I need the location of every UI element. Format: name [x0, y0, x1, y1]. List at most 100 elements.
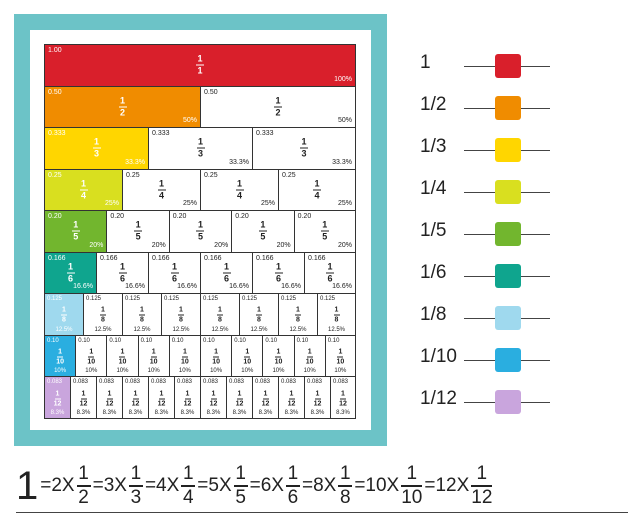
unit-fraction: 1 12 [149, 390, 174, 407]
equation-numerator: 1 [476, 463, 488, 484]
fraction-cell-1-12: 0.083 1 12 8.3% [122, 376, 149, 419]
percent-label: 10% [85, 368, 98, 375]
fraction-denominator: 10 [243, 358, 252, 366]
fraction-cell-1-8: 0.125 1 8 12.5% [239, 293, 279, 336]
decimal-label: 0.20 [48, 213, 62, 221]
fraction-cell-1-4: 0.25 1 4 25% [278, 168, 356, 212]
decimal-label: 0.25 [282, 171, 296, 179]
equation-denominator: 12 [471, 487, 493, 508]
fraction-bar [333, 314, 340, 316]
percent-label: 25% [260, 200, 275, 208]
decimal-label: 0.20 [110, 213, 125, 221]
legend-row-1-12: 1/12 [420, 384, 560, 414]
equation-numerator: 1 [235, 463, 246, 484]
fraction-bar [300, 147, 308, 149]
fraction-bar [326, 272, 334, 274]
fraction-bar [258, 230, 267, 232]
decimal-label: 0.10 [296, 337, 309, 344]
decimal-label: 0.125 [281, 296, 297, 303]
fraction-cell-1-3: 0.333 1 3 33.3% [44, 127, 149, 170]
fraction-cell-1-12: 0.083 1 12 8.3% [330, 376, 356, 419]
fraction-numerator: 1 [307, 348, 312, 356]
fraction-cell-1-1: 1.00 1 1 100% [44, 44, 356, 87]
unit-fraction: 1 10 [76, 348, 106, 365]
equation-numerator: 1 [287, 463, 299, 484]
percent-label: 8.3% [76, 409, 91, 416]
fraction-numerator: 1 [101, 306, 105, 314]
unit-fraction: 1 10 [139, 348, 169, 365]
fraction-denominator: 8 [334, 316, 339, 324]
fraction-bar [256, 314, 262, 316]
fraction-denominator: 8 [296, 316, 300, 324]
unit-fraction: 1 12 [45, 390, 70, 407]
fraction-numerator: 1 [245, 348, 250, 356]
unit-fraction: 1 10 [232, 348, 262, 365]
decimal-label: 0.083 [151, 379, 167, 386]
fraction-numerator: 1 [197, 136, 203, 147]
light-blue-swatch-icon [495, 306, 521, 330]
fraction-numerator: 1 [120, 348, 125, 356]
equation-term: =2X 1 2 [40, 464, 91, 508]
fraction-numerator: 1 [151, 348, 156, 356]
unit-fraction: 1 12 [123, 390, 148, 407]
equation-term: =8X 1 8 [301, 464, 353, 508]
fraction-cell-1-12: 0.083 1 12 8.3% [278, 376, 305, 419]
fraction-numerator: 1 [93, 136, 99, 147]
percent-label: 33.3% [125, 158, 145, 166]
fraction-cell-1-8: 0.125 1 8 12.5% [317, 293, 356, 336]
fraction-cell-1-3: 0.333 1 3 33.3% [148, 127, 253, 170]
fraction-numerator: 1 [135, 219, 141, 230]
equation-denominator: 10 [401, 487, 423, 508]
decimal-label: 0.10 [203, 337, 215, 344]
percent-label: 16.6% [73, 283, 93, 291]
fraction-numerator: 1 [218, 306, 222, 314]
fraction-denominator: 4 [80, 190, 86, 201]
fraction-denominator: 3 [301, 148, 307, 159]
decimal-label: 0.083 [177, 379, 193, 386]
unit-fraction: 1 12 [227, 390, 252, 407]
decimal-label: 0.10 [265, 337, 278, 344]
fraction-numerator: 1 [211, 390, 216, 398]
fraction-bar [295, 314, 301, 316]
percent-label: 16.6% [332, 283, 352, 291]
percent-label: 100% [334, 75, 352, 83]
legend-label: 1/8 [420, 304, 447, 325]
fraction-bar [54, 398, 61, 400]
percent-label: 25% [104, 200, 119, 208]
fraction-denominator: 10 [56, 358, 64, 366]
fraction-numerator: 1 [236, 178, 242, 189]
equation-fraction-bar [285, 485, 300, 487]
fraction-cell-1-12: 0.083 1 12 8.3% [200, 376, 227, 419]
unit-fraction: 1 12 [97, 390, 122, 407]
percent-label: 12.5% [211, 326, 229, 333]
fraction-cell-1-4: 0.25 1 4 25% [122, 168, 201, 212]
fraction-cell-1-5: 0.20 1 5 20% [44, 210, 108, 253]
fraction-cell-1-6: 0.166 1 6 16.6% [252, 251, 305, 295]
fraction-denominator: 10 [149, 358, 158, 366]
unit-fraction: 1 10 [45, 348, 75, 365]
fraction-numerator: 1 [289, 390, 294, 398]
fraction-cell-1-10: 0.10 1 10 10% [137, 334, 170, 378]
equation-fraction-bar [181, 485, 196, 487]
fraction-denominator: 8 [218, 316, 222, 324]
fraction-bar [222, 272, 231, 274]
fraction-denominator: 12 [261, 400, 270, 408]
fraction-numerator: 1 [275, 95, 281, 106]
fraction-denominator: 12 [131, 400, 140, 408]
legend-label: 1 [420, 52, 431, 73]
equation-multiplier: =8X [301, 475, 337, 496]
fraction-bar [340, 398, 346, 400]
fraction-bar [118, 106, 127, 108]
fraction-wall: 1.00 1 1 100% 0.50 1 2 50% 0.50 1 2 50% 0.333 1 3 33.3%… [44, 44, 356, 419]
fraction-denominator: 6 [119, 273, 125, 284]
percent-label: 16.6% [125, 283, 145, 291]
